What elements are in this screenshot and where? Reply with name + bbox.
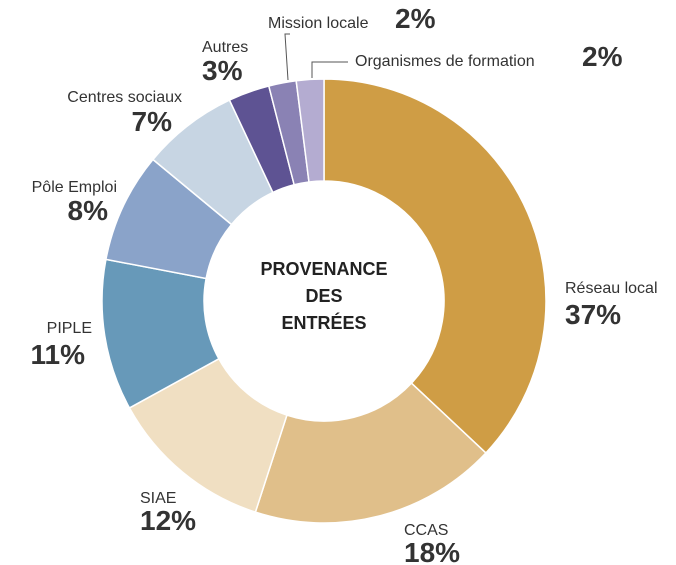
slice-label: Mission locale (268, 15, 369, 32)
chart-title: PROVENANCE DES ENTRÉES (260, 259, 388, 333)
slice-label: Organismes de formation (355, 53, 535, 70)
slice-value-label: 3% (202, 55, 243, 86)
slice-label: Réseau local (565, 280, 658, 297)
slice-value-label: 2% (582, 41, 623, 72)
slice-value-label: 12% (140, 505, 196, 536)
slice-label: Centres sociaux (67, 89, 182, 106)
slice-label: Pôle Emploi (32, 179, 117, 196)
donut-slice (323, 78, 547, 455)
slice-label: CCAS (404, 522, 448, 539)
slice-value-label: 37% (565, 299, 621, 330)
slice-value-label: 7% (132, 106, 173, 137)
donut-slice (254, 382, 487, 524)
slice-value-label: 11% (31, 339, 86, 370)
leader-line (284, 33, 290, 81)
slice-label: SIAE (140, 490, 176, 507)
slice-label: Autres (202, 39, 248, 56)
slice-value-label: 8% (68, 195, 109, 226)
leader-line (311, 61, 348, 78)
donut-slice (295, 78, 325, 183)
slice-value-label: 2% (395, 3, 436, 34)
slice-label: PIPLE (47, 320, 92, 337)
slice-value-label: 18% (404, 537, 460, 565)
